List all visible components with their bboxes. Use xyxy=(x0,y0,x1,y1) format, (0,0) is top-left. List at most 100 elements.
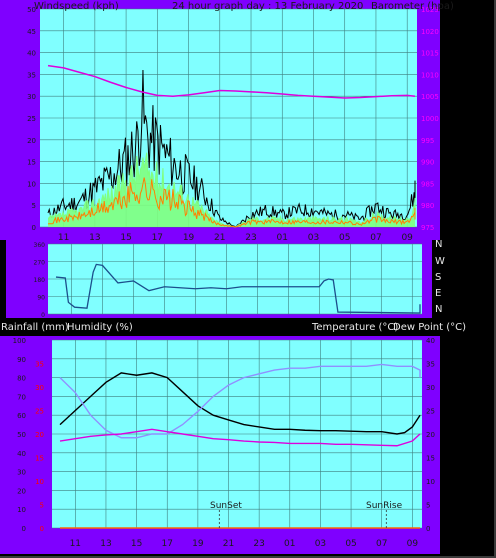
x-tick-label: 07 xyxy=(370,233,381,243)
humidity-tick-label: 0 xyxy=(22,525,26,533)
rain-tick-label: 20 xyxy=(35,431,44,439)
x-tick-label: 21 xyxy=(214,233,225,243)
baro-tick-label: 1000 xyxy=(421,115,439,123)
wind-tick-label: 15 xyxy=(27,159,36,167)
wind-tick-label: 35 xyxy=(27,71,36,79)
direction-tick-label: 180 xyxy=(34,277,46,284)
x-tick-label: 21 xyxy=(223,539,234,549)
compass-label-s: S xyxy=(435,272,442,283)
wind-average-line-fill xyxy=(48,152,415,227)
baro-tick-label: 1010 xyxy=(421,71,439,79)
humidity-tick-label: 10 xyxy=(17,506,26,514)
baro-tick-label: 980 xyxy=(421,202,434,210)
wind-tick-label: 40 xyxy=(27,50,36,58)
temperature-tick-label: 20 xyxy=(426,431,435,439)
series-layer xyxy=(47,64,421,529)
temperature-tick-label: 25 xyxy=(426,408,435,416)
rain-tick-label: 15 xyxy=(35,455,44,463)
humidity-tick-label: 20 xyxy=(17,487,26,495)
x-tick-label: 19 xyxy=(192,539,204,549)
wind-tick-label: 45 xyxy=(27,28,36,36)
x-tick-label: 03 xyxy=(315,539,326,549)
temperature-tick-label: 30 xyxy=(426,384,435,392)
wind-tick-label: 5 xyxy=(32,202,36,210)
direction-tick-label: 270 xyxy=(34,260,46,267)
x-tick-label: 07 xyxy=(376,539,387,549)
x-tick-label: 03 xyxy=(308,233,319,243)
temperature-tick-label: 0 xyxy=(426,525,430,533)
temperature-tick-label: 15 xyxy=(426,455,435,463)
windspeed-axis-title: Windspeed (kph) xyxy=(34,1,119,12)
rain-tick-label: 35 xyxy=(35,361,44,369)
humidity-tick-label: 70 xyxy=(17,393,26,401)
x-tick-label: 09 xyxy=(401,233,413,243)
x-tick-label: 23 xyxy=(245,233,256,243)
x-tick-label: 15 xyxy=(120,233,131,243)
baro-tick-label: 1020 xyxy=(421,28,439,36)
x-tick-label: 13 xyxy=(89,233,100,243)
dew-point-line xyxy=(59,428,421,447)
temperature-axis-title: Temperature (°C) xyxy=(312,322,399,333)
x-tick-label: 01 xyxy=(277,233,288,243)
rain-tick-label: 10 xyxy=(35,478,44,486)
rain-tick-label: 0 xyxy=(40,525,44,533)
wind-tick-label: 30 xyxy=(27,93,36,101)
humidity-tick-label: 100 xyxy=(13,337,26,345)
x-tick-label: 23 xyxy=(253,539,264,549)
temperature-tick-label: 5 xyxy=(426,502,430,510)
compass-label-w: W xyxy=(435,256,445,267)
x-tick-label: 15 xyxy=(131,539,142,549)
x-tick-label: 09 xyxy=(407,539,419,549)
wind-tick-label: 0 xyxy=(32,224,36,232)
compass-label-e: E xyxy=(435,288,442,299)
wind-tick-label: 10 xyxy=(27,180,36,188)
barometer-line xyxy=(47,64,416,99)
humidity-tick-label: 90 xyxy=(17,356,26,364)
humidity-axis-title: Humidity (%) xyxy=(67,322,133,333)
x-tick-label: 01 xyxy=(284,539,295,549)
direction-tick-label: 90 xyxy=(37,295,45,302)
wind-tick-label: 20 xyxy=(27,137,36,145)
compass-label-n-top: N xyxy=(435,239,443,250)
baro-tick-label: 990 xyxy=(421,159,434,167)
humidity-tick-label: 80 xyxy=(17,375,26,383)
sunrise-label: SunRise xyxy=(366,501,403,511)
temperature-tick-label: 40 xyxy=(426,337,435,345)
x-tick-label: 17 xyxy=(162,539,173,549)
temperature-line xyxy=(59,372,421,435)
rain-tick-label: 25 xyxy=(35,408,44,416)
humidity-tick-label: 40 xyxy=(17,450,26,458)
wind-low-line xyxy=(47,177,416,228)
baro-tick-label: 995 xyxy=(421,137,434,145)
humidity-tick-label: 30 xyxy=(17,469,26,477)
humidity-tick-label: 60 xyxy=(17,412,26,420)
temperature-tick-label: 10 xyxy=(426,478,435,486)
x-tick-label: 19 xyxy=(183,233,195,243)
x-tick-label: 05 xyxy=(339,233,350,243)
baro-tick-label: 1015 xyxy=(421,50,439,58)
rain-tick-label: 30 xyxy=(35,384,44,392)
baro-tick-label: 1005 xyxy=(421,93,439,101)
x-tick-label: 05 xyxy=(345,539,356,549)
baro-tick-label: 1025 xyxy=(421,6,439,14)
sunset-label: SunSet xyxy=(210,501,242,511)
chart-title: 24 hour graph day : 13 February 2020 xyxy=(172,1,364,12)
x-tick-label: 17 xyxy=(152,233,163,243)
rainfall-axis-title: Rainfall (mm) xyxy=(1,322,69,333)
dewpoint-axis-title: Dew Point (°C) xyxy=(393,322,467,333)
wind-tick-label: 25 xyxy=(27,115,36,123)
x-tick-label: 11 xyxy=(58,233,69,243)
humidity-tick-label: 50 xyxy=(17,431,26,439)
wind-direction-line xyxy=(55,263,421,314)
rain-tick-label: 5 xyxy=(40,502,44,510)
x-tick-label: 13 xyxy=(100,539,111,549)
direction-tick-label: 0 xyxy=(41,312,45,319)
wind-tick-label: 50 xyxy=(27,6,36,14)
compass-label-n-bottom: N xyxy=(435,304,443,315)
temperature-tick-label: 35 xyxy=(426,361,435,369)
direction-tick-label: 360 xyxy=(34,242,46,249)
baro-tick-label: 975 xyxy=(421,224,434,232)
